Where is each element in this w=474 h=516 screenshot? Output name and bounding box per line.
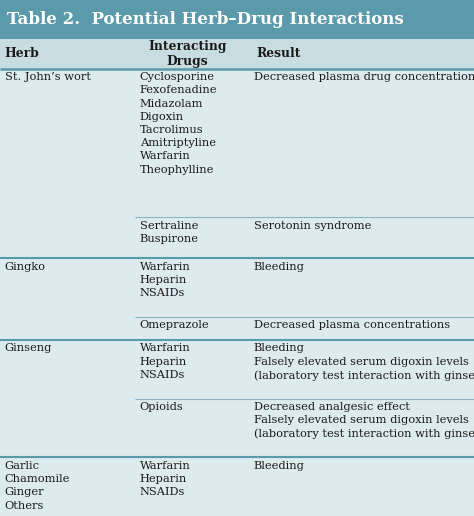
Bar <box>0 39 474 69</box>
Bar <box>0 0 474 39</box>
Text: Bleeding
Falsely elevated serum digoxin levels
(laboratory test interaction with: Bleeding Falsely elevated serum digoxin … <box>254 344 474 381</box>
Text: Garlic
Chamomile
Ginger
Others: Garlic Chamomile Ginger Others <box>5 461 70 511</box>
Text: Interacting
Drugs: Interacting Drugs <box>148 40 227 68</box>
Text: Omeprazole: Omeprazole <box>140 320 210 330</box>
Text: Sertraline
Buspirone: Sertraline Buspirone <box>140 220 199 244</box>
Text: Bleeding: Bleeding <box>254 262 304 271</box>
Text: Opioids: Opioids <box>140 402 183 412</box>
Text: Warfarin
Heparin
NSAIDs: Warfarin Heparin NSAIDs <box>140 461 191 497</box>
Text: St. John’s wort: St. John’s wort <box>5 72 91 82</box>
Text: Herb: Herb <box>5 47 39 60</box>
Text: Warfarin
Heparin
NSAIDs: Warfarin Heparin NSAIDs <box>140 262 191 298</box>
Text: Decreased plasma drug concentrations: Decreased plasma drug concentrations <box>254 72 474 82</box>
Text: Serotonin syndrome: Serotonin syndrome <box>254 220 371 231</box>
Text: Table 2.  Potential Herb–Drug Interactions: Table 2. Potential Herb–Drug Interaction… <box>7 11 404 28</box>
Text: Decreased analgesic effect
Falsely elevated serum digoxin levels
(laboratory tes: Decreased analgesic effect Falsely eleva… <box>254 402 474 440</box>
Text: Ginseng: Ginseng <box>5 344 52 353</box>
Text: Warfarin
Heparin
NSAIDs: Warfarin Heparin NSAIDs <box>140 344 191 380</box>
Text: Result: Result <box>256 47 301 60</box>
Text: Bleeding: Bleeding <box>254 461 304 471</box>
Text: Cyclosporine
Fexofenadine
Midazolam
Digoxin
Tacrolimus
Amitriptyline
Warfarin
Th: Cyclosporine Fexofenadine Midazolam Digo… <box>140 72 218 174</box>
Text: Gingko: Gingko <box>5 262 46 271</box>
Text: Decreased plasma concentrations: Decreased plasma concentrations <box>254 320 450 330</box>
